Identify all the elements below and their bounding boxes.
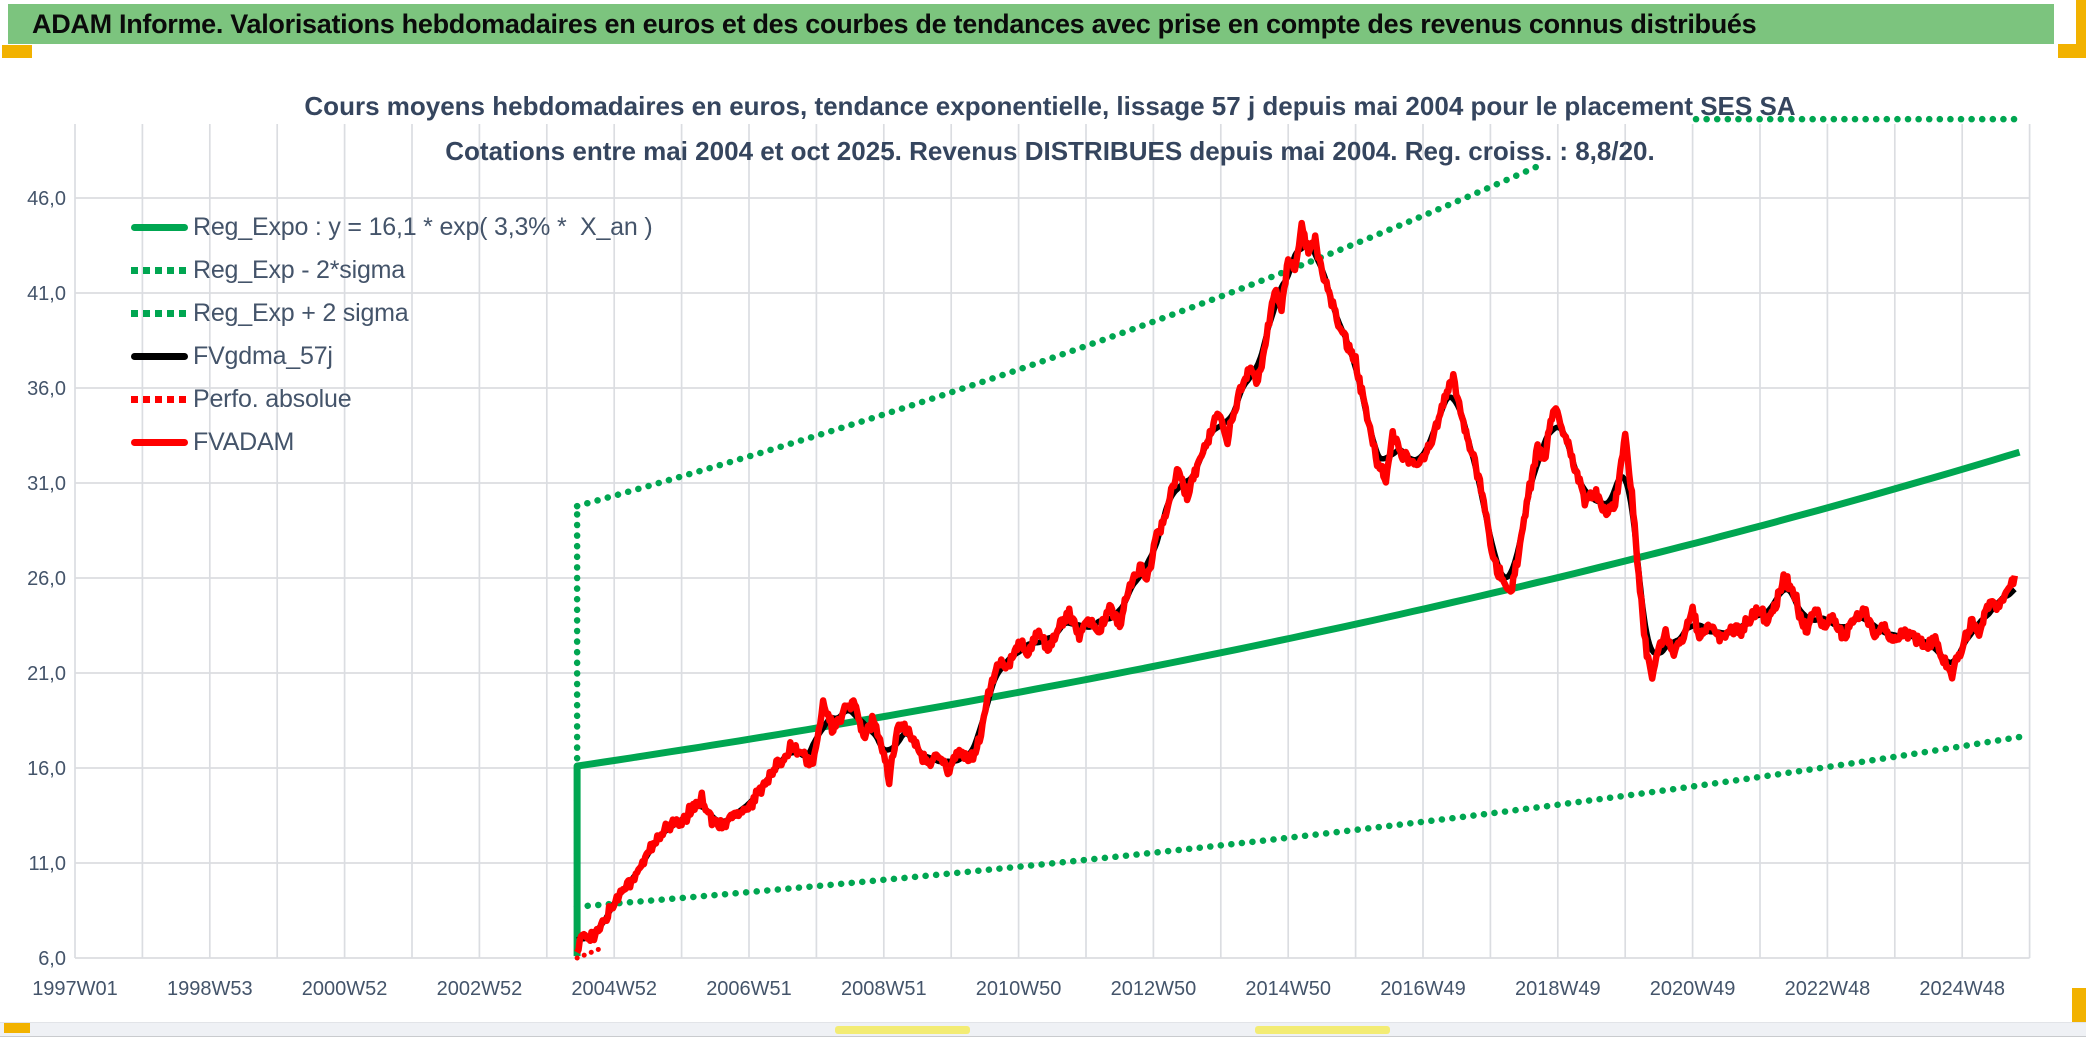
corner-accent-top-right-bar — [2076, 0, 2086, 44]
legend-label: Perfo. absolue — [193, 385, 352, 413]
regression-line — [573, 448, 2021, 957]
y-tick-label: 6,0 — [38, 948, 66, 970]
y-tick-label: 16,0 — [27, 758, 66, 780]
x-tick-label: 2008W51 — [841, 978, 927, 1000]
x-tick-label: 2022W48 — [1785, 978, 1871, 1000]
perfo-absolue-line — [574, 946, 604, 961]
header-bar: ADAM Informe. Valorisations hebdomadaire… — [8, 4, 2054, 44]
legend-item: FVADAM — [131, 421, 652, 464]
upper-band-line — [573, 162, 1543, 510]
chart-legend: Reg_Expo : y = 16,1 * exp( 3,3% * X_an )… — [131, 206, 653, 464]
x-tick-label: 2012W50 — [1111, 978, 1197, 1000]
x-tick-label: 2018W49 — [1515, 978, 1601, 1000]
corner-accent-top-right-square — [2058, 44, 2086, 58]
x-tick-label: 2016W49 — [1380, 978, 1466, 1000]
x-tick-label: 1998W53 — [167, 978, 253, 1000]
legend-dotted-line-sample — [131, 310, 188, 317]
legend-label: Reg_Exp - 2*sigma — [193, 256, 405, 284]
x-tick-label: 2006W51 — [706, 978, 792, 1000]
y-tick-label: 46,0 — [27, 188, 66, 210]
x-tick-label: 1997W01 — [32, 978, 118, 1000]
legend-label: FVgdma_57j — [193, 342, 333, 370]
x-tick-label: 2002W52 — [437, 978, 523, 1000]
fvadam-line — [574, 219, 2018, 954]
x-tick-label: 2010W50 — [976, 978, 1062, 1000]
header-title: ADAM Informe. Valorisations hebdomadaire… — [32, 8, 1757, 39]
x-tick-label: 2014W50 — [1245, 978, 1331, 1000]
legend-item: FVgdma_57j — [131, 335, 652, 378]
legend-dotted-line-sample — [131, 267, 188, 274]
y-tick-label: 41,0 — [27, 283, 66, 305]
corner-accent-top-left — [2, 45, 32, 58]
legend-label: Reg_Expo : y = 16,1 * exp( 3,3% * X_an ) — [193, 213, 653, 241]
bottom-scroll-strip[interactable] — [0, 1022, 2086, 1037]
x-tick-label: 2020W49 — [1650, 978, 1736, 1000]
legend-item: Reg_Exp - 2*sigma — [131, 249, 652, 292]
scroll-highlight-2 — [1255, 1026, 1390, 1034]
legend-line-sample — [131, 224, 188, 231]
y-tick-label: 36,0 — [27, 378, 66, 400]
legend-item: Perfo. absolue — [131, 378, 652, 421]
legend-dotted-line-sample — [131, 396, 188, 403]
y-tick-label: 31,0 — [27, 473, 66, 495]
y-tick-label: 11,0 — [29, 853, 66, 875]
lower-band-line — [573, 733, 2023, 910]
legend-item: Reg_Expo : y = 16,1 * exp( 3,3% * X_an ) — [131, 206, 653, 249]
x-tick-label: 2004W52 — [571, 978, 657, 1000]
legend-line-sample — [131, 353, 188, 360]
y-tick-label: 26,0 — [27, 568, 66, 590]
scroll-highlight-1 — [835, 1026, 970, 1034]
legend-label: Reg_Exp + 2 sigma — [193, 299, 409, 327]
x-tick-label: 2000W52 — [302, 978, 388, 1000]
legend-label: FVADAM — [193, 428, 295, 456]
legend-line-sample — [131, 439, 188, 446]
legend-item: Reg_Exp + 2 sigma — [131, 292, 652, 335]
x-tick-label: 2024W48 — [1919, 978, 2005, 1000]
y-tick-label: 21,0 — [27, 663, 66, 685]
bottom-left-accent — [4, 1023, 30, 1033]
